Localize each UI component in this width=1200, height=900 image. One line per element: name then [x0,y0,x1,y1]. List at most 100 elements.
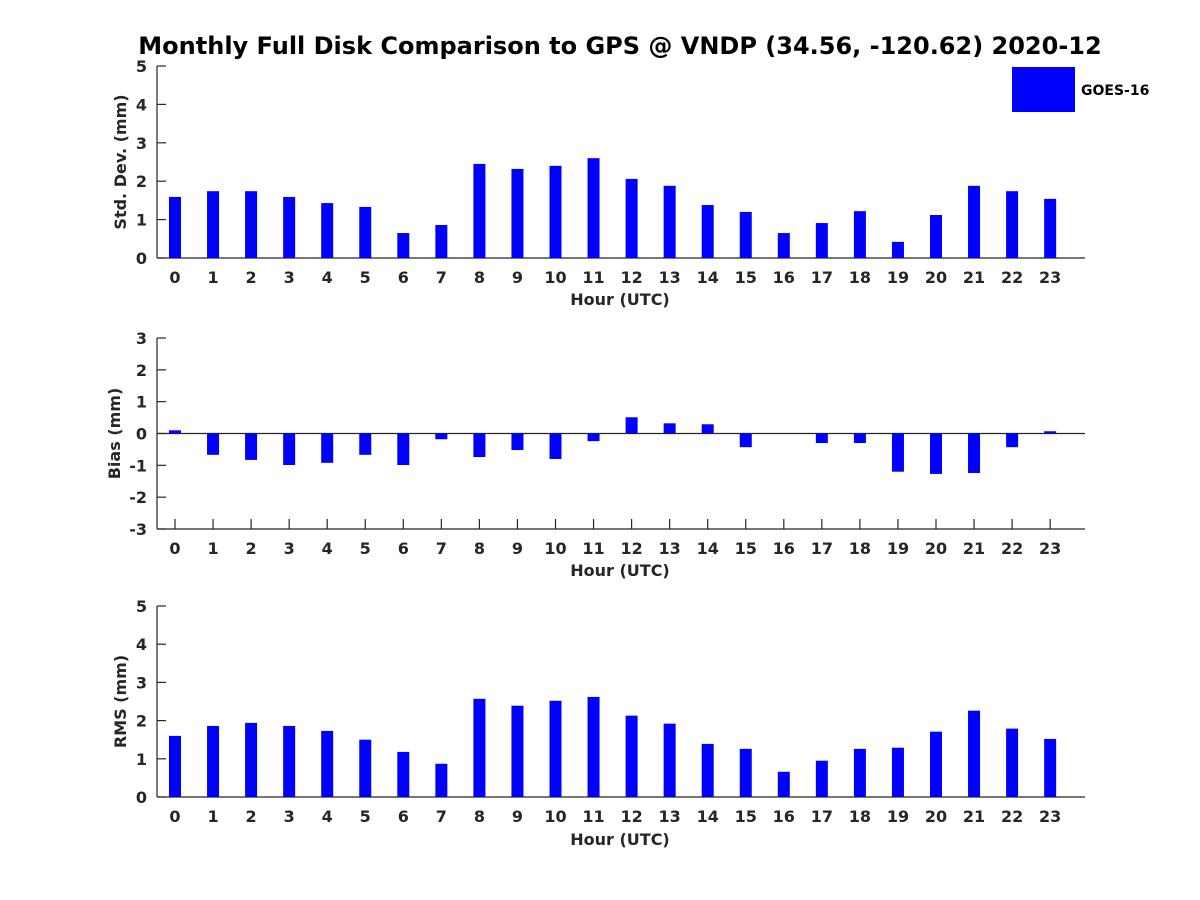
x-tick-label: 20 [925,539,947,558]
bar-stddev-hour-19 [891,241,904,258]
bar-stddev-hour-11 [587,158,600,258]
x-tick-label: 15 [735,268,757,287]
bar-bias-hour-13 [663,423,676,434]
legend-label-goes-16: GOES-16 [1081,83,1149,99]
y-axis-label: RMS (mm) [111,655,130,748]
x-tick-label: 18 [849,268,871,287]
bar-stddev-hour-23 [1044,198,1057,258]
y-tick-label: 2 [136,712,147,731]
bar-rms-hour-14 [701,743,714,797]
bar-rms-hour-9 [511,705,524,797]
x-tick-label: 15 [735,807,757,826]
y-tick-label: -1 [129,456,147,475]
x-tick-label: 14 [697,539,719,558]
legend-swatch-goes-16 [1012,67,1075,112]
bar-rms-hour-12 [625,715,638,797]
bar-stddev-hour-9 [511,168,524,258]
x-tick-label: 2 [246,539,257,558]
bar-bias-hour-12 [625,417,638,434]
x-tick-label: 20 [925,268,947,287]
x-tick-label: 8 [474,807,485,826]
bar-bias-hour-2 [245,433,258,460]
x-tick-label: 6 [398,268,409,287]
bar-bias-hour-9 [511,433,524,451]
x-tick-label: 17 [811,539,833,558]
bar-stddev-hour-8 [473,163,486,258]
x-tick-label: 18 [849,539,871,558]
bar-bias-hour-4 [321,433,334,463]
x-tick-label: 23 [1039,539,1061,558]
bar-stddev-hour-15 [739,211,752,258]
x-tick-label: 10 [544,268,566,287]
bar-rms-hour-18 [853,748,866,797]
x-tick-label: 12 [620,807,642,826]
bar-stddev-hour-22 [1006,191,1019,258]
bar-rms-hour-21 [968,710,981,797]
bar-rms-hour-16 [777,771,790,797]
bar-rms-hour-23 [1044,738,1057,797]
x-tick-label: 5 [360,539,371,558]
x-tick-label: 11 [582,268,604,287]
x-tick-label: 8 [474,268,485,287]
x-tick-label: 4 [322,539,333,558]
bar-bias-hour-23 [1044,431,1057,434]
x-tick-label: 7 [436,268,447,287]
x-axis-label: Hour (UTC) [570,830,670,849]
bar-stddev-hour-17 [815,223,828,258]
x-tick-label: 14 [697,268,719,287]
bar-stddev-hour-6 [397,233,410,258]
bar-rms-hour-7 [435,763,448,797]
x-tick-label: 22 [1001,268,1023,287]
bar-bias-hour-18 [853,433,866,444]
y-tick-label: 5 [136,57,147,76]
bar-stddev-hour-1 [207,191,220,258]
x-tick-label: 0 [169,807,180,826]
x-tick-label: 19 [887,807,909,826]
bar-bias-hour-0 [169,430,181,434]
bar-bias-hour-5 [359,433,372,455]
x-tick-label: 21 [963,539,985,558]
x-tick-label: 0 [169,539,180,558]
x-tick-label: 10 [544,539,566,558]
x-axis-label: Hour (UTC) [570,290,670,309]
bar-stddev-hour-5 [359,206,372,258]
x-tick-label: 14 [697,807,719,826]
x-tick-label: 9 [512,807,523,826]
y-tick-label: 1 [136,211,147,230]
x-tick-label: 2 [246,807,257,826]
bar-rms-hour-19 [891,747,904,797]
y-tick-label: 3 [136,329,147,348]
bar-bias-hour-8 [473,433,486,458]
bar-stddev-hour-2 [245,191,258,258]
x-tick-label: 16 [773,807,795,826]
bar-rms-hour-3 [283,725,296,797]
bar-bias-hour-6 [397,433,410,466]
bar-stddev-hour-10 [549,165,562,258]
x-tick-label: 23 [1039,807,1061,826]
x-tick-label: 1 [207,539,218,558]
x-tick-label: 19 [887,539,909,558]
bar-stddev-hour-14 [701,205,714,258]
bar-stddev-hour-13 [663,185,676,258]
x-tick-label: 21 [963,268,985,287]
bar-bias-hour-1 [207,433,220,455]
y-tick-label: 2 [136,172,147,191]
x-tick-label: 18 [849,807,871,826]
x-tick-label: 16 [773,539,795,558]
bar-bias-hour-19 [891,433,904,472]
x-tick-label: 1 [207,268,218,287]
x-tick-label: 10 [544,807,566,826]
x-tick-label: 12 [620,268,642,287]
bar-rms-hour-0 [169,735,181,797]
bar-stddev-hour-18 [853,211,866,258]
x-tick-label: 8 [474,539,485,558]
x-tick-label: 4 [322,268,333,287]
bar-bias-hour-17 [815,433,828,444]
bar-bias-hour-14 [701,424,714,434]
x-tick-label: 5 [360,268,371,287]
bar-stddev-hour-21 [968,185,981,258]
chart-title: Monthly Full Disk Comparison to GPS @ VN… [138,32,1101,60]
bar-rms-hour-22 [1006,728,1019,797]
bar-bias-hour-3 [283,433,296,466]
x-tick-label: 9 [512,539,523,558]
